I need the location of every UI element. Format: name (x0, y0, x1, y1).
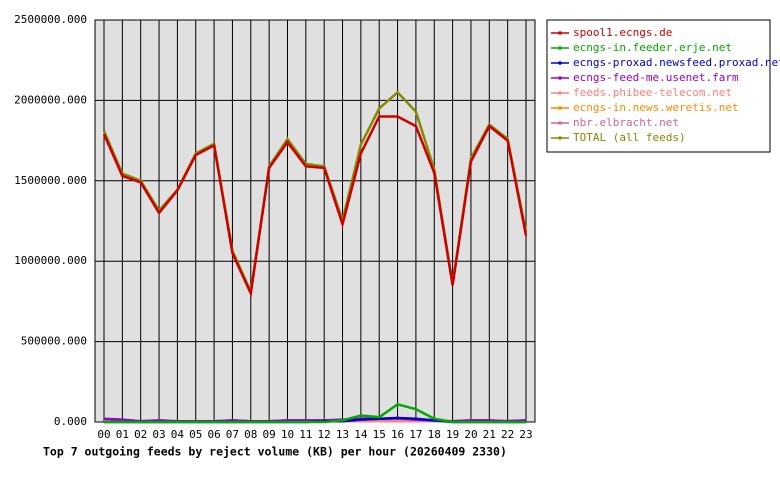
plot-area (94, 19, 536, 423)
y-tick-label: 1500000.000 (14, 174, 87, 187)
x-tick-label: 16 (391, 428, 404, 441)
legend-label: ecngs-feed-me.usenet.farm (573, 71, 739, 84)
y-tick-label: 0.000 (54, 415, 87, 428)
legend-label: spool1.ecngs.de (573, 26, 672, 39)
x-tick-label: 23 (519, 428, 532, 441)
x-tick-label: 07 (226, 428, 239, 441)
x-tick-label: 13 (336, 428, 349, 441)
legend-marker (558, 91, 562, 95)
x-tick-label: 09 (263, 428, 276, 441)
chart-title: Top 7 outgoing feeds by reject volume (K… (43, 445, 507, 459)
x-tick-label: 19 (446, 428, 459, 441)
x-tick-label: 08 (244, 428, 257, 441)
y-tick-label: 1000000.000 (14, 254, 87, 267)
x-tick-label: 17 (409, 428, 422, 441)
legend-marker (558, 136, 562, 140)
x-tick-label: 18 (428, 428, 441, 441)
legend-label: TOTAL (all feeds) (573, 131, 686, 144)
legend-marker (558, 46, 562, 50)
y-tick-label: 2500000.000 (14, 13, 87, 26)
x-tick-label: 04 (171, 428, 185, 441)
x-tick-label: 21 (483, 428, 496, 441)
x-tick-label: 05 (189, 428, 202, 441)
legend-box (546, 19, 771, 153)
x-tick-label: 00 (97, 428, 110, 441)
x-tick-label: 01 (116, 428, 129, 441)
legend-marker (558, 76, 562, 80)
legend-marker (558, 106, 562, 110)
x-tick-label: 03 (152, 428, 165, 441)
legend-marker (558, 61, 562, 65)
series-line (102, 115, 528, 298)
x-tick-label: 15 (373, 428, 386, 441)
x-tick-label: 12 (318, 428, 331, 441)
x-tick-label: 02 (134, 428, 147, 441)
legend-marker (558, 121, 562, 125)
y-tick-label: 500000.000 (21, 335, 87, 348)
legend-marker (558, 31, 562, 35)
series-line (104, 402, 526, 424)
legend-label: ecngs-proxad.newsfeed.proxad.net (573, 56, 780, 69)
x-tick-label: 20 (464, 428, 477, 441)
x-tick-label: 10 (281, 428, 294, 441)
legend-label: feeds.phibee-telecom.net (573, 86, 732, 99)
x-tick-label: 11 (299, 428, 312, 441)
legend-label: ecngs-in.news.weretis.net (573, 101, 739, 114)
legend-label: ecngs-in.feeder.erje.net (573, 41, 732, 54)
x-tick-label: 22 (501, 428, 514, 441)
legend-label: nbr.elbracht.net (573, 116, 679, 129)
x-tick-label: 14 (354, 428, 368, 441)
y-tick-label: 2000000.000 (14, 93, 87, 106)
x-tick-label: 06 (207, 428, 220, 441)
